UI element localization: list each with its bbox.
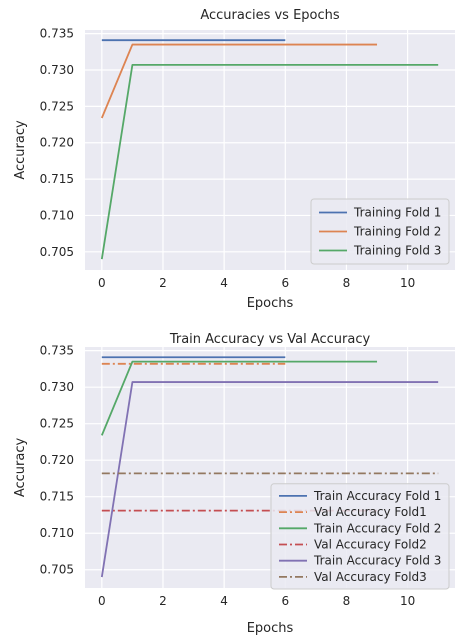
- chart-train-vs-val-accuracy: 0 2 4 6 8 10 0.705 0.710 0.715 0.720 0.725 0.730 0.7…: [13, 332, 455, 636]
- x-tick-label: 10: [400, 276, 415, 290]
- series-line-training-fold-2: [100, 43, 378, 119]
- y-tick-label: 0.725: [40, 99, 74, 113]
- legend-box: [270, 483, 450, 590]
- series-line-train-accuracy-fold-3: [100, 381, 439, 578]
- legend-label-training-fold-2: Training Fold 2: [353, 225, 441, 239]
- y-axis-label: Accuracy: [13, 120, 28, 180]
- y-tick-label: 0.705: [40, 245, 74, 259]
- series-line-training-fold-3: [100, 64, 439, 260]
- legend-label-train-accuracy-fold-3: Train Accuracy Fold 3: [313, 554, 441, 568]
- legend-label-train-accuracy-fold-1: Train Accuracy Fold 1: [313, 489, 441, 503]
- x-tick-label: 4: [220, 276, 228, 290]
- x-tick-label: 2: [159, 276, 167, 290]
- chart-accuracies-vs-epochs: 0 2 4 6 8 10 0.705 0.710 0.715 0.720 0.725 0.730 0.7…: [13, 8, 455, 311]
- y-tick-label: 0.730: [40, 380, 74, 394]
- legend-label-training-fold-3: Training Fold 3: [353, 244, 441, 258]
- x-tick-label: 8: [343, 276, 351, 290]
- legend-label-val-accuracy-fold3: Val Accuracy Fold3: [314, 570, 427, 584]
- x-axis-label: Epochs: [247, 621, 294, 636]
- y-tick-label: 0.720: [40, 453, 74, 467]
- x-tick-label: 6: [281, 276, 289, 290]
- x-tick-label: 2: [159, 594, 167, 608]
- y-tick-label: 0.710: [40, 208, 74, 222]
- x-tick-label: 0: [98, 594, 106, 608]
- x-tick-label: 8: [343, 594, 351, 608]
- legend-label-val-accuracy-fold1: Val Accuracy Fold1: [314, 505, 427, 519]
- y-tick-label: 0.735: [40, 27, 74, 41]
- x-tick-label: 10: [400, 594, 415, 608]
- y-tick-label: 0.710: [40, 526, 74, 540]
- y-tick-label: 0.705: [40, 563, 74, 577]
- series-line-train-accuracy-fold-2: [100, 360, 378, 436]
- y-tick-label: 0.720: [40, 136, 74, 150]
- legend-label-val-accuracy-fold2: Val Accuracy Fold2: [314, 538, 427, 552]
- x-tick-label: 6: [281, 594, 289, 608]
- y-axis-label: Accuracy: [13, 438, 28, 498]
- legend-label-training-fold-1: Training Fold 1: [353, 206, 441, 220]
- legend-label-train-accuracy-fold-2: Train Accuracy Fold 2: [313, 521, 441, 535]
- y-tick-label: 0.715: [40, 172, 74, 186]
- legend: Train Accuracy Fold 1 Val Accuracy Fold1 T…: [270, 483, 450, 590]
- chart-title: Train Accuracy vs Val Accuracy: [169, 332, 371, 347]
- chart-title: Accuracies vs Epochs: [200, 8, 340, 23]
- x-tick-label: 4: [220, 594, 228, 608]
- x-axis-label: Epochs: [247, 296, 294, 311]
- legend-box: [310, 198, 450, 265]
- y-tick-label: 0.730: [40, 63, 74, 77]
- y-tick-label: 0.715: [40, 490, 74, 504]
- y-tick-label: 0.725: [40, 417, 74, 431]
- legend: Training Fold 1 Training Fold 2 Training F…: [310, 198, 450, 265]
- y-tick-label: 0.735: [40, 344, 74, 358]
- x-tick-label: 0: [98, 276, 106, 290]
